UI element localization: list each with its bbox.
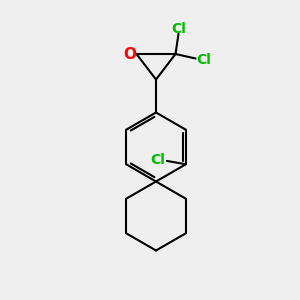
- Text: Cl: Cl: [150, 153, 165, 167]
- Text: Cl: Cl: [171, 22, 186, 35]
- Text: Cl: Cl: [196, 53, 211, 67]
- Text: O: O: [123, 46, 136, 62]
